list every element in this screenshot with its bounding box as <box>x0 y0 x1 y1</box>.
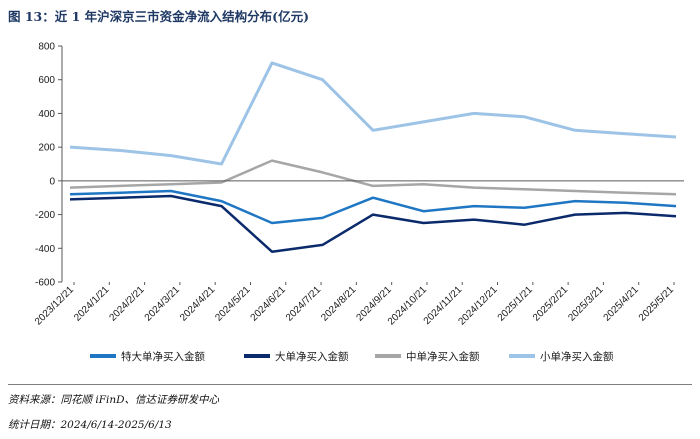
period-note: 统计日期：2024/6/14-2025/6/13 <box>8 419 172 431</box>
x-tick-label: 2023/12/21 <box>33 284 76 327</box>
y-tick-label: 200 <box>38 143 55 154</box>
chart-title: 图 13：近 1 年沪深京三市资金净流入结构分布(亿元) <box>8 9 309 24</box>
y-tick-label: 0 <box>49 176 55 187</box>
y-tick-label: -200 <box>35 210 55 221</box>
legend-label-1: 大单净买入金额 <box>275 350 349 363</box>
x-tick-label: 2024/6/21 <box>249 284 289 324</box>
x-tick-label: 2025/3/21 <box>566 284 606 324</box>
y-tick-label: -600 <box>35 278 55 289</box>
series-line-0 <box>69 189 677 225</box>
x-tick-label: 2025/5/21 <box>637 284 677 324</box>
y-tick-label: -400 <box>35 244 55 255</box>
legend: 特大单净买入金额 大单净买入金额 中单净买入金额 小单净买入金额 <box>90 350 614 363</box>
x-tick-label: 2024/3/21 <box>143 284 183 324</box>
x-tick-label: 2024/4/21 <box>178 284 218 324</box>
x-tick-label: 2024/8/21 <box>319 284 359 324</box>
y-tick-label: 800 <box>38 42 55 53</box>
source-note: 资料来源：同花顺 iFinD、信达证券研发中心 <box>8 394 220 406</box>
y-tick-label: 400 <box>38 109 55 120</box>
x-tick-label: 2025/2/21 <box>531 284 571 324</box>
x-tick-label: 2024/1/21 <box>72 284 112 324</box>
legend-label-2: 中单净买入金额 <box>406 350 480 363</box>
y-tick-label: 600 <box>38 75 55 86</box>
series-line-2 <box>69 159 677 196</box>
x-tick-label: 2025/1/21 <box>496 284 536 324</box>
plot-area <box>69 61 677 253</box>
series-line-1 <box>69 194 677 253</box>
legend-label-0: 特大单净买入金额 <box>121 350 205 363</box>
footer-divider <box>8 384 692 385</box>
x-tick-label: 2024/5/21 <box>213 284 253 324</box>
x-tick-label: 2024/2/21 <box>107 284 147 324</box>
legend-label-3: 小单净买入金额 <box>540 350 614 363</box>
series-line-3 <box>69 61 677 166</box>
x-tick-label: 2024/7/21 <box>284 284 324 324</box>
x-tick-label: 2025/4/21 <box>602 284 642 324</box>
chart: -600-400-20002004006008002023/12/212024/… <box>33 42 684 363</box>
x-tick-label: 2024/12/21 <box>456 284 499 327</box>
